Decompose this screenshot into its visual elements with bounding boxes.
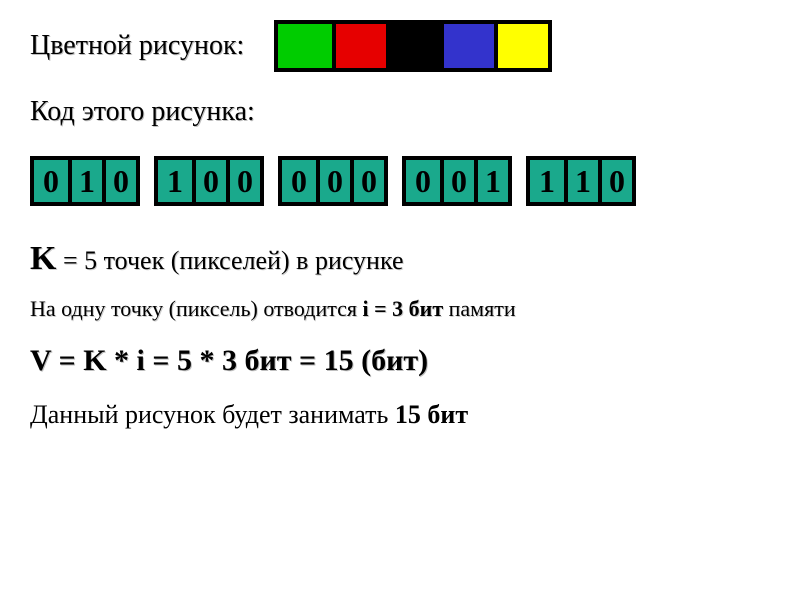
text-k-rest: = 5 точек (пикселей) в рисунке bbox=[56, 246, 403, 275]
bit-cell: 0 bbox=[350, 160, 384, 202]
text-per-pixel-pre: На одну точку (пиксель) отводится bbox=[30, 296, 363, 321]
code-group-1: 100 bbox=[154, 156, 264, 206]
color-cell-1 bbox=[332, 24, 386, 68]
line-per-pixel: На одну точку (пиксель) отводится i = 3 … bbox=[30, 296, 770, 322]
bit-cell: 0 bbox=[34, 160, 68, 202]
page: Цветной рисунок: Код этого рисунка: 0101… bbox=[0, 0, 800, 600]
code-group-2: 000 bbox=[278, 156, 388, 206]
bit-cell: 0 bbox=[316, 160, 350, 202]
bit-cell: 0 bbox=[440, 160, 474, 202]
formula-volume: V = K * i = 5 * 3 бит = 15 (бит) bbox=[30, 344, 770, 378]
code-group-3: 001 bbox=[402, 156, 512, 206]
variable-k: K bbox=[30, 240, 56, 277]
color-cell-4 bbox=[494, 24, 548, 68]
bit-cell: 1 bbox=[530, 160, 564, 202]
color-cell-3 bbox=[440, 24, 494, 68]
code-group-0: 010 bbox=[30, 156, 140, 206]
color-cell-2 bbox=[386, 24, 440, 68]
bit-cell: 1 bbox=[158, 160, 192, 202]
bit-cell: 0 bbox=[102, 160, 136, 202]
binary-code-row: 010100000001110 bbox=[30, 156, 770, 206]
label-code-of-drawing: Код этого рисунка: bbox=[30, 96, 770, 128]
text-per-pixel-post: памяти bbox=[443, 296, 515, 321]
color-strip bbox=[274, 20, 552, 72]
color-cell-0 bbox=[278, 24, 332, 68]
bit-cell: 0 bbox=[406, 160, 440, 202]
bit-cell: 0 bbox=[282, 160, 316, 202]
bit-cell: 0 bbox=[226, 160, 260, 202]
bit-cell: 0 bbox=[192, 160, 226, 202]
bit-cell: 1 bbox=[564, 160, 598, 202]
row-colored-drawing: Цветной рисунок: bbox=[30, 20, 770, 72]
line-k-points: K = 5 точек (пикселей) в рисунке bbox=[30, 240, 770, 278]
text-final-bold: 15 бит bbox=[395, 400, 468, 429]
bit-cell: 0 bbox=[598, 160, 632, 202]
bit-cell: 1 bbox=[68, 160, 102, 202]
code-group-4: 110 bbox=[526, 156, 636, 206]
bit-cell: 1 bbox=[474, 160, 508, 202]
line-final: Данный рисунок будет занимать 15 бит bbox=[30, 400, 770, 430]
label-colored-drawing: Цветной рисунок: bbox=[30, 30, 244, 62]
text-per-pixel-bold: i = 3 бит bbox=[363, 296, 444, 321]
text-final-pre: Данный рисунок будет занимать bbox=[30, 400, 395, 429]
